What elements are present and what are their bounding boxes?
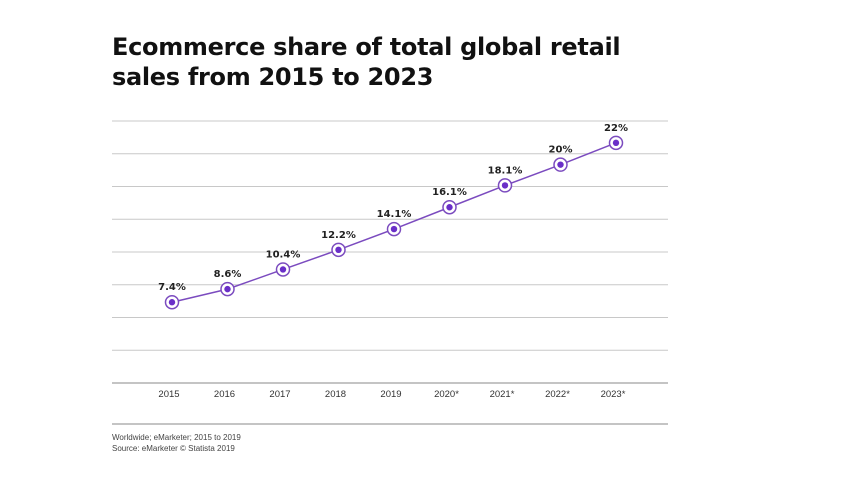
data-label: 20% (549, 145, 573, 156)
x-tick-label: 2019 (380, 389, 401, 400)
data-point-dot (501, 182, 509, 189)
data-point-dot (168, 299, 176, 306)
x-tick-label: 2015 (158, 389, 179, 400)
gridlines (112, 120, 668, 425)
data-label: 14.1% (377, 209, 412, 220)
data-label: 22% (604, 123, 628, 134)
data-point-dot (279, 266, 287, 273)
x-tick-label: 2022* (545, 389, 570, 400)
footer-note: Worldwide; eMarketer; 2015 to 2019 (112, 433, 241, 442)
data-point (220, 281, 235, 297)
data-point (164, 294, 180, 310)
data-labels: 7.4% 8.6% 10.4% 12.2% 14.1% 16.1% 18.1% 20% 22% (158, 123, 628, 293)
data-point (386, 221, 402, 237)
data-point (442, 199, 457, 215)
data-label: 8.6% (214, 269, 242, 280)
data-label: 18.1% (488, 165, 523, 176)
data-label: 16.1% (432, 187, 467, 198)
data-points (164, 135, 624, 310)
data-label: 7.4% (158, 282, 186, 293)
data-point (331, 242, 346, 258)
data-point-dot (612, 139, 620, 147)
data-point-dot (446, 204, 453, 211)
data-point-dot (390, 225, 398, 233)
x-tick-label: 2023* (601, 389, 626, 400)
x-axis-ticks: 2015 2016 2017 2018 2019 2020* 2021* 2022* 2023* (158, 389, 625, 400)
data-point-dot (557, 161, 564, 168)
x-tick-label: 2016 (214, 389, 235, 400)
data-point-dot (335, 246, 342, 254)
data-point (275, 262, 291, 277)
chart-footer: Worldwide; eMarketer; 2015 to 2019 Sourc… (112, 432, 241, 454)
x-tick-label: 2021* (490, 389, 515, 400)
x-tick-label: 2020* (434, 389, 459, 400)
footer-source: Source: eMarketer © Statista 2019 (112, 444, 235, 453)
x-tick-label: 2017 (269, 389, 290, 400)
data-point (608, 135, 624, 151)
data-label: 12.2% (321, 230, 356, 241)
data-label: 10.4% (266, 249, 301, 260)
data-point (497, 178, 513, 193)
chart-title: Ecommerce share of total global retail s… (112, 33, 621, 91)
x-tick-label: 2018 (325, 389, 346, 400)
data-point-dot (224, 285, 231, 293)
data-point (553, 157, 568, 172)
